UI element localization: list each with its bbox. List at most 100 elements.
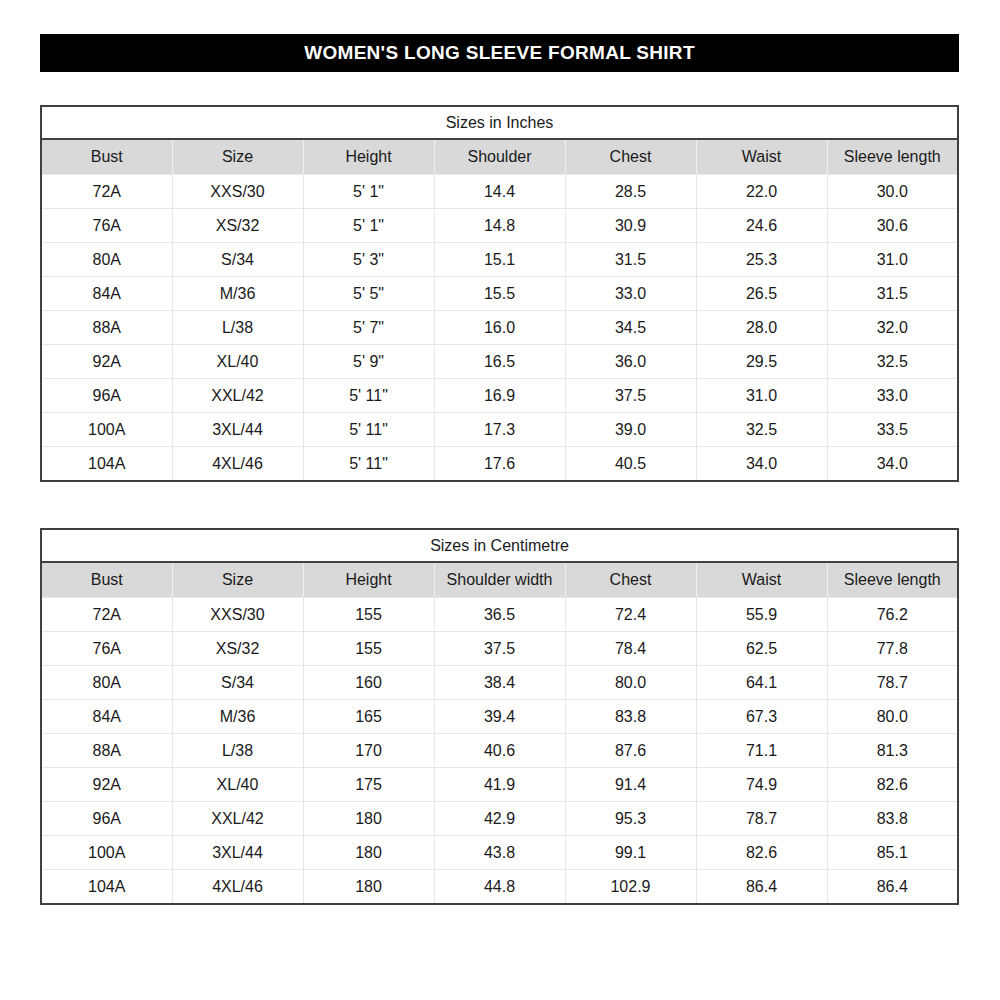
table-cell: 16.0 [434, 311, 565, 345]
table-cell: 34.0 [696, 447, 827, 482]
table-cell: 96A [41, 802, 172, 836]
table-cell: 31.5 [827, 277, 958, 311]
table-cell: 102.9 [565, 870, 696, 905]
table-caption-row: Sizes in Inches [41, 106, 958, 139]
table-cell: 26.5 [696, 277, 827, 311]
table-title: Sizes in Centimetre [41, 529, 958, 562]
table-cell: 3XL/44 [172, 836, 303, 870]
table-row: 88AL/385' 7"16.034.528.032.0 [41, 311, 958, 345]
page-title: WOMEN'S LONG SLEEVE FORMAL SHIRT [304, 42, 695, 64]
table-row: 100A3XL/4418043.899.182.685.1 [41, 836, 958, 870]
table-title: Sizes in Inches [41, 106, 958, 139]
table-cell: 80A [41, 243, 172, 277]
table-cell: 17.6 [434, 447, 565, 482]
table-cell: 74.9 [696, 768, 827, 802]
table-cell: XXS/30 [172, 175, 303, 209]
table-cell: 40.5 [565, 447, 696, 482]
centimetre-table-section: Sizes in Centimetre BustSizeHeightShould… [40, 528, 959, 905]
table-cell: XXL/42 [172, 802, 303, 836]
table-cell: L/38 [172, 311, 303, 345]
table-cell: 5' 1" [303, 175, 434, 209]
size-chart-page: WOMEN'S LONG SLEEVE FORMAL SHIRT Sizes i… [0, 0, 1000, 1000]
table-cell: 29.5 [696, 345, 827, 379]
table-cell: 96A [41, 379, 172, 413]
table-row: 84AM/365' 5"15.533.026.531.5 [41, 277, 958, 311]
table-cell: 170 [303, 734, 434, 768]
table-cell: 72A [41, 598, 172, 632]
table-cell: 88A [41, 311, 172, 345]
table-cell: M/36 [172, 277, 303, 311]
table-cell: M/36 [172, 700, 303, 734]
table-cell: XXL/42 [172, 379, 303, 413]
table-row: 84AM/3616539.483.867.380.0 [41, 700, 958, 734]
table-cell: 80.0 [827, 700, 958, 734]
table-cell: 39.4 [434, 700, 565, 734]
table-cell: 33.5 [827, 413, 958, 447]
sizes-in-centimetre-table: Sizes in Centimetre BustSizeHeightShould… [40, 528, 959, 905]
table-cell: L/38 [172, 734, 303, 768]
table-cell: 4XL/46 [172, 870, 303, 905]
table-cell: 160 [303, 666, 434, 700]
table-row: 100A3XL/445' 11"17.339.032.533.5 [41, 413, 958, 447]
table-cell: 175 [303, 768, 434, 802]
table-cell: 28.0 [696, 311, 827, 345]
table-cell: 30.9 [565, 209, 696, 243]
table-cell: 83.8 [827, 802, 958, 836]
table-cell: 5' 1" [303, 209, 434, 243]
table-cell: 42.9 [434, 802, 565, 836]
column-header: Bust [41, 562, 172, 598]
table-cell: 38.4 [434, 666, 565, 700]
column-header: Height [303, 562, 434, 598]
table-cell: 67.3 [696, 700, 827, 734]
table-cell: 5' 9" [303, 345, 434, 379]
table-cell: 81.3 [827, 734, 958, 768]
table-cell: XS/32 [172, 632, 303, 666]
table-cell: 80A [41, 666, 172, 700]
table-header-row: BustSizeHeightShoulder widthChestWaistSl… [41, 562, 958, 598]
product-title-bar: WOMEN'S LONG SLEEVE FORMAL SHIRT [40, 34, 959, 72]
table-cell: S/34 [172, 243, 303, 277]
table-cell: 33.0 [565, 277, 696, 311]
table-cell: 86.4 [696, 870, 827, 905]
inches-table-section: Sizes in Inches BustSizeHeightShoulderCh… [40, 105, 959, 482]
table-cell: 43.8 [434, 836, 565, 870]
table-cell: XL/40 [172, 768, 303, 802]
table-cell: 104A [41, 447, 172, 482]
table-row: 96AXXL/425' 11"16.937.531.033.0 [41, 379, 958, 413]
table-cell: 64.1 [696, 666, 827, 700]
table-cell: 84A [41, 700, 172, 734]
table-cell: 78.7 [827, 666, 958, 700]
table-cell: 33.0 [827, 379, 958, 413]
table-cell: 31.5 [565, 243, 696, 277]
table-cell: 72A [41, 175, 172, 209]
table-cell: 17.3 [434, 413, 565, 447]
table-cell: 83.8 [565, 700, 696, 734]
column-header: Size [172, 139, 303, 175]
table-row: 76AXS/3215537.578.462.577.8 [41, 632, 958, 666]
table-cell: 180 [303, 836, 434, 870]
table-row: 88AL/3817040.687.671.181.3 [41, 734, 958, 768]
column-header: Height [303, 139, 434, 175]
table-cell: 78.4 [565, 632, 696, 666]
table-cell: 5' 11" [303, 447, 434, 482]
table-cell: 92A [41, 768, 172, 802]
table-row: 96AXXL/4218042.995.378.783.8 [41, 802, 958, 836]
table-cell: 155 [303, 632, 434, 666]
table-cell: 100A [41, 836, 172, 870]
table-cell: 32.5 [827, 345, 958, 379]
table-cell: 100A [41, 413, 172, 447]
table-cell: 72.4 [565, 598, 696, 632]
column-header: Shoulder [434, 139, 565, 175]
table-cell: XXS/30 [172, 598, 303, 632]
column-header: Bust [41, 139, 172, 175]
table-cell: 71.1 [696, 734, 827, 768]
column-header: Chest [565, 139, 696, 175]
column-header: Size [172, 562, 303, 598]
table-cell: 32.5 [696, 413, 827, 447]
table-cell: 180 [303, 802, 434, 836]
table-cell: 15.1 [434, 243, 565, 277]
column-header: Chest [565, 562, 696, 598]
table-cell: 76A [41, 632, 172, 666]
table-body: 72AXXS/3015536.572.455.976.276AXS/321553… [41, 598, 958, 905]
table-cell: 165 [303, 700, 434, 734]
